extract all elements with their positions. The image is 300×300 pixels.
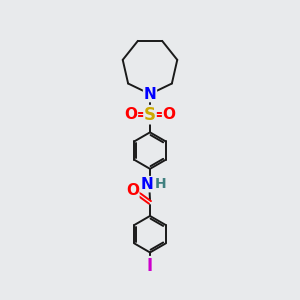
Text: I: I: [147, 257, 153, 275]
Text: O: O: [124, 107, 137, 122]
Text: N: N: [144, 87, 156, 102]
Text: S: S: [144, 106, 156, 124]
Text: H: H: [154, 177, 166, 191]
Text: N: N: [141, 177, 153, 192]
Text: O: O: [126, 183, 139, 198]
Text: O: O: [163, 107, 176, 122]
